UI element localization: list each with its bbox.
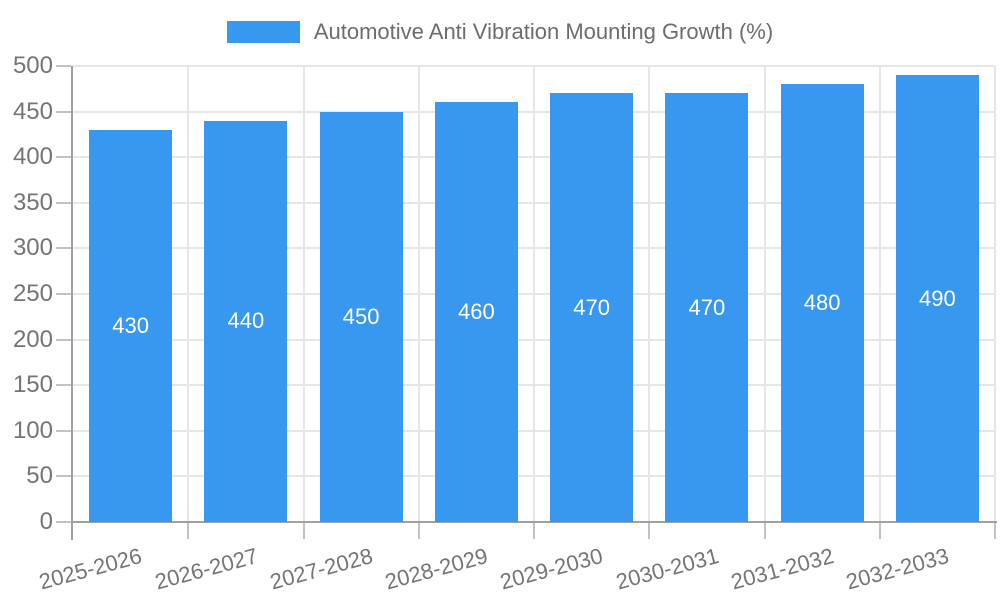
y-axis-tick-mark	[56, 201, 71, 204]
bar-value-label: 450	[342, 303, 380, 329]
y-axis-tick-mark	[56, 429, 71, 432]
x-axis-tick-label: 2031-2032	[728, 543, 837, 595]
bar-value-label: 480	[803, 290, 841, 316]
chart-legend: Automotive Anti Vibration Mounting Growt…	[0, 19, 1000, 45]
y-axis-tick-label: 300	[12, 234, 53, 262]
x-axis-tick-mark	[648, 523, 651, 539]
bar[interactable]	[434, 102, 518, 522]
x-axis-tick-mark	[763, 523, 766, 539]
x-axis-tick-mark	[187, 523, 190, 539]
x-axis-tick-mark	[878, 523, 881, 539]
y-axis-tick-mark	[56, 110, 71, 113]
bar-value-label: 460	[458, 299, 495, 325]
bar[interactable]	[204, 120, 288, 522]
y-axis-tick-mark	[56, 384, 71, 387]
bar[interactable]	[665, 93, 749, 522]
gridline-vertical	[187, 66, 190, 522]
bar[interactable]	[89, 129, 173, 522]
y-axis-tick-mark	[56, 521, 71, 523]
bar-value-label: 440	[227, 308, 265, 334]
y-axis-tick-mark	[56, 338, 71, 341]
x-axis-tick-label: 2026-2027	[151, 543, 261, 595]
gridline-vertical	[763, 66, 766, 522]
x-axis-tick-label: 2027-2028	[267, 543, 376, 595]
x-axis-tick-mark	[417, 523, 420, 539]
y-axis-tick-label: 400	[12, 143, 53, 171]
gridline-vertical	[878, 66, 881, 522]
x-axis-tick-mark	[533, 523, 535, 539]
gridline-vertical	[302, 66, 305, 522]
x-axis-tick-label: 2025-2026	[36, 543, 145, 595]
gridline-vertical	[417, 66, 420, 522]
x-axis-tick-label: 2030-2031	[612, 543, 722, 595]
legend-series-label[interactable]: Automotive Anti Vibration Mounting Growt…	[313, 19, 774, 44]
x-axis-tick-label: 2028-2029	[382, 543, 491, 595]
bar[interactable]	[319, 111, 403, 522]
bar-value-label: 470	[573, 294, 610, 320]
x-axis-line	[71, 521, 997, 523]
bar-value-label: 430	[112, 312, 149, 338]
y-axis-tick-label: 0	[39, 508, 53, 535]
gridline-vertical	[648, 66, 651, 522]
bar[interactable]	[550, 93, 634, 522]
x-axis-tick-label: 2029-2030	[497, 543, 606, 595]
y-axis-tick-mark	[56, 293, 71, 295]
x-axis-tick-mark	[994, 523, 996, 539]
bar-value-label: 490	[919, 285, 956, 311]
legend-swatch[interactable]	[226, 21, 300, 43]
y-axis-tick-label: 50	[26, 462, 53, 490]
bar-value-label: 470	[688, 294, 726, 320]
y-axis-tick-mark	[56, 156, 71, 159]
gridline-vertical	[994, 66, 996, 522]
y-axis-tick-mark	[56, 247, 71, 250]
y-axis-tick-label: 350	[12, 188, 53, 216]
x-axis-tick-label: 2032-2033	[843, 543, 952, 595]
y-axis-tick-mark	[56, 65, 71, 67]
bar[interactable]	[895, 75, 979, 522]
y-axis-tick-mark	[56, 475, 71, 478]
y-axis-tick-label: 100	[12, 416, 53, 444]
bar[interactable]	[780, 84, 864, 522]
y-axis-tick-label: 250	[12, 280, 53, 307]
x-axis-tick-mark	[302, 523, 305, 539]
plot-area: 0 50 100 150 200 250 300 350 400 450 500 430 2025-20…	[13, 52, 997, 594]
y-axis-tick-label: 500	[12, 52, 53, 79]
y-axis-tick-label: 150	[12, 371, 53, 399]
y-axis-tick-label: 450	[12, 97, 53, 125]
gridline-vertical	[533, 66, 535, 522]
y-axis-line	[71, 66, 73, 540]
y-axis-tick-label: 200	[12, 325, 53, 353]
